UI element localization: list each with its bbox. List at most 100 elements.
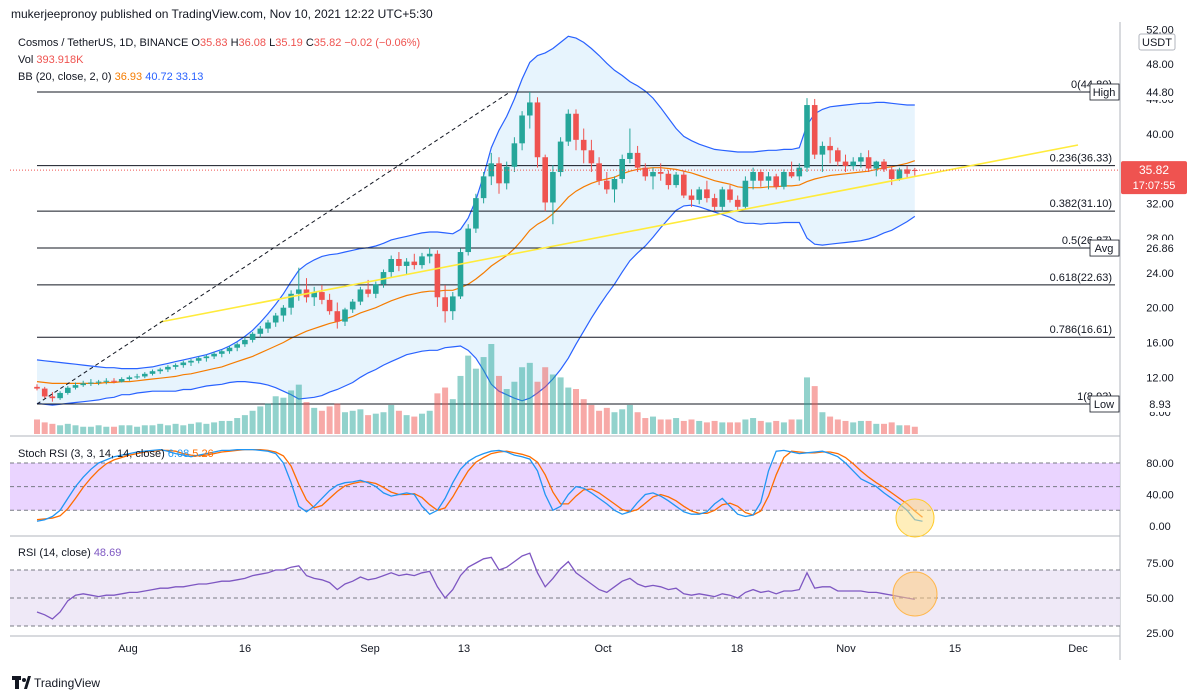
candle-body bbox=[480, 176, 487, 199]
candle-body bbox=[765, 176, 772, 181]
rsi-tick-label: 25.00 bbox=[1146, 628, 1174, 640]
volume-bar bbox=[534, 381, 541, 434]
volume-bar bbox=[203, 423, 210, 434]
publisher-line: mukerjeepronoy published on TradingView.… bbox=[11, 7, 433, 21]
volume-bar bbox=[365, 415, 372, 434]
volume-bar bbox=[380, 412, 387, 434]
volume-bar bbox=[911, 426, 918, 434]
candle-body bbox=[134, 376, 140, 378]
volume-bar bbox=[72, 425, 79, 434]
candle-body bbox=[835, 150, 841, 162]
candle-body bbox=[642, 167, 649, 177]
volume-bar bbox=[57, 425, 64, 434]
candle-body bbox=[842, 161, 849, 166]
candle-body bbox=[126, 377, 133, 380]
volume-bar bbox=[349, 410, 356, 434]
candle-body bbox=[41, 388, 48, 397]
volume-bar bbox=[480, 357, 487, 434]
trend-line bbox=[159, 144, 1079, 323]
volume-bar bbox=[449, 399, 456, 434]
volume-bar bbox=[457, 375, 464, 434]
candle-body bbox=[49, 396, 56, 399]
stoch-k-value: 6.08 bbox=[168, 448, 192, 460]
candle-body bbox=[118, 379, 125, 382]
logo-bar bbox=[12, 676, 21, 680]
volume-bar bbox=[95, 425, 102, 434]
stoch-d-line bbox=[36, 448, 923, 521]
rsi-value: 48.69 bbox=[94, 547, 122, 559]
volume-bar bbox=[241, 415, 248, 434]
candle-body bbox=[827, 145, 833, 151]
candle-body bbox=[326, 299, 333, 312]
volume-bar bbox=[342, 412, 348, 434]
volume-bar bbox=[719, 422, 726, 434]
volume-bar bbox=[542, 367, 549, 434]
volume-bar bbox=[442, 387, 449, 434]
logo-text: TradingView bbox=[34, 676, 100, 690]
ohlc-value: 35.82 bbox=[314, 37, 345, 49]
candle-body bbox=[634, 152, 641, 168]
bb-lower-line bbox=[36, 204, 916, 406]
candle-body bbox=[734, 199, 741, 207]
bb-basis-value: 36.93 bbox=[115, 71, 146, 83]
avg-tag bbox=[1089, 239, 1120, 257]
volume-bar bbox=[419, 413, 425, 434]
legend-stoch: Stoch RSI (3, 3, 14, 14, close) 6.08 5.2… bbox=[18, 448, 214, 460]
volume-label: Vol bbox=[18, 54, 36, 66]
candle-body bbox=[781, 172, 787, 187]
candle-body bbox=[157, 369, 163, 372]
candle-body bbox=[34, 386, 40, 389]
volume-bar bbox=[727, 422, 733, 434]
ohlc-label: H bbox=[231, 37, 239, 49]
candle-body bbox=[696, 189, 702, 200]
volume-bar bbox=[496, 375, 502, 434]
highlight-circle bbox=[892, 571, 938, 617]
volume-bar bbox=[357, 409, 364, 434]
volume-bar bbox=[272, 396, 279, 434]
low-value-bg bbox=[1121, 396, 1197, 412]
candle-body bbox=[519, 115, 525, 144]
volume-bar bbox=[395, 410, 402, 434]
low-tag bbox=[1089, 395, 1120, 413]
candle-body bbox=[203, 356, 210, 359]
candle-body bbox=[573, 113, 579, 140]
volume-bar bbox=[257, 406, 264, 434]
ohlc-label: L bbox=[269, 37, 275, 49]
time-tick-label: Aug bbox=[118, 643, 138, 655]
volume-bar bbox=[172, 423, 179, 434]
candle-body bbox=[319, 292, 325, 300]
volume-bar bbox=[519, 367, 526, 434]
tradingview-logo-icon bbox=[12, 676, 31, 689]
price-tick-label: 40.00 bbox=[1146, 129, 1174, 141]
candle-body bbox=[426, 253, 433, 257]
candle-body bbox=[550, 172, 556, 203]
low-value: 8.93 bbox=[1149, 399, 1170, 411]
legend-volume: Vol 393.918K bbox=[18, 54, 84, 66]
candle-body bbox=[850, 161, 856, 166]
candle-body bbox=[804, 105, 810, 168]
volume-bar bbox=[149, 425, 156, 434]
volume-bars bbox=[34, 344, 918, 434]
volume-bar bbox=[134, 426, 141, 434]
candle-body bbox=[811, 105, 818, 155]
bb-lower-value: 33.13 bbox=[176, 71, 204, 83]
volume-bar bbox=[650, 416, 656, 434]
volume-bar bbox=[603, 407, 610, 434]
candle-body bbox=[888, 169, 895, 179]
volume-bar bbox=[334, 403, 341, 434]
avg-label: Avg bbox=[1095, 243, 1114, 255]
volume-bar bbox=[811, 386, 818, 434]
volume-bar bbox=[141, 425, 148, 434]
rsi-pane bbox=[10, 552, 1120, 627]
volume-bar bbox=[549, 374, 556, 434]
avg-value-bg bbox=[1121, 240, 1197, 257]
candles bbox=[34, 92, 918, 402]
volume-bar bbox=[465, 355, 472, 434]
ohlc-label: O bbox=[191, 37, 200, 49]
volume-bar bbox=[511, 381, 518, 434]
bb-label: BB (20, close, 2, 0) bbox=[18, 71, 115, 83]
candle-body bbox=[334, 311, 341, 322]
fibonacci-retracement: 0(44.80)0.236(36.33)0.382(31.10)0.5(26.8… bbox=[37, 79, 1115, 405]
volume-bar bbox=[49, 423, 56, 434]
